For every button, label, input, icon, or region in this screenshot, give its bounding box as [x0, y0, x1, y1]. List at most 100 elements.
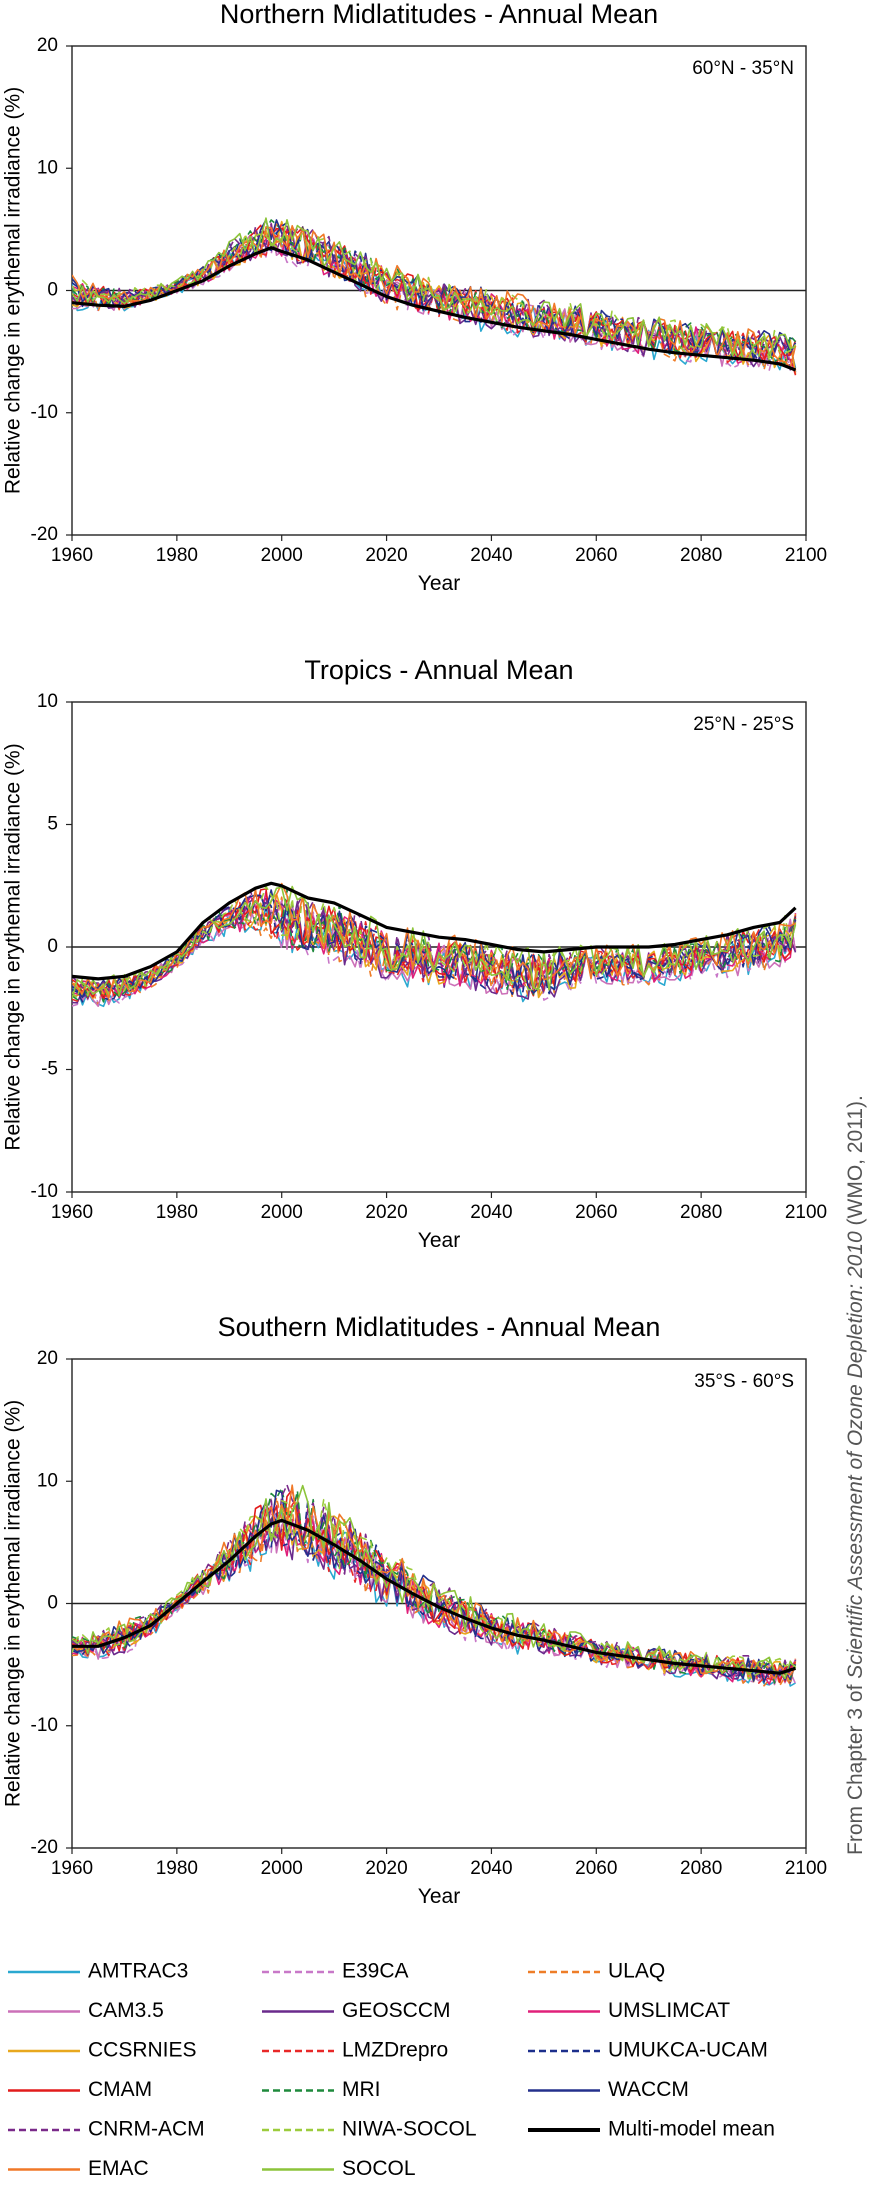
legend-item: WACCM: [528, 2078, 689, 2101]
legend-label: Multi-model mean: [608, 2118, 775, 2141]
x-tick-label: 2000: [261, 1202, 303, 1223]
x-tick-label: 2060: [575, 1858, 617, 1879]
source-credit: From Chapter 3 of Scientific Assessment …: [844, 1095, 867, 1855]
region-label: 35°S - 60°S: [694, 1371, 794, 1392]
series-line-niwa-socol: [72, 1498, 796, 1680]
y-tick-label: -20: [31, 1837, 58, 1858]
legend-label: CAM3.5: [88, 1999, 164, 2022]
legend-label: LMZDrepro: [342, 2039, 448, 2062]
legend-item: MRI: [262, 2078, 381, 2101]
legend-item: CAM3.5: [8, 1999, 164, 2022]
legend-item: UMUKCA-UCAM: [528, 2039, 768, 2062]
x-tick-label: 2100: [785, 1202, 827, 1223]
y-tick-label: -10: [31, 1715, 58, 1736]
series-line-socol: [72, 217, 796, 361]
series-line-multi-model-mean: [71, 246, 797, 372]
panel-title: Northern Midlatitudes - Annual Mean: [220, 0, 658, 29]
model-lines: [72, 882, 797, 1008]
series-line-niwa-socol: [72, 228, 797, 363]
model-lines: [72, 1484, 797, 1687]
legend-item: CNRM-ACM: [8, 2118, 205, 2141]
panel-title: Southern Midlatitudes - Annual Mean: [218, 1312, 661, 1342]
series-line-umukca-ucam: [72, 1499, 797, 1681]
x-tick-label: 2020: [365, 1858, 407, 1879]
x-tick-label: 2040: [470, 1858, 512, 1879]
y-axis-label: Relative change in erythemal irradiance …: [2, 743, 25, 1150]
legend-label: GEOSCCM: [342, 1999, 451, 2022]
y-tick-label: 5: [47, 814, 58, 835]
legend-item: EMAC: [8, 2157, 149, 2180]
x-tick-label: 2060: [575, 1202, 617, 1223]
x-tick-label: 2100: [785, 1858, 827, 1879]
legend-label: NIWA-SOCOL: [342, 2118, 477, 2141]
panel-2: Tropics - Annual Mean 1960 1980 2000 2020 204…: [2, 655, 828, 1252]
x-tick-label: 2080: [680, 1202, 722, 1223]
y-tick-label: 10: [37, 1470, 58, 1491]
y-axis-label: Relative change in erythemal irradiance …: [2, 1400, 25, 1807]
panel-1: Northern Midlatitudes - Annual Mean 1960 1…: [2, 0, 828, 595]
x-tick-label: 2040: [470, 545, 512, 566]
x-tick-label: 2000: [261, 545, 303, 566]
x-axis-label: Year: [418, 1229, 460, 1252]
legend-label: UMSLIMCAT: [608, 1999, 730, 2022]
series-line-multi-model-mean: [72, 1518, 796, 1675]
x-tick-label: 1960: [51, 1858, 93, 1879]
legend-item: ULAQ: [528, 1960, 665, 1983]
y-tick-label: 10: [37, 691, 58, 712]
series-line-geosccm: [72, 1503, 797, 1684]
legend-label: UMUKCA-UCAM: [608, 2039, 768, 2062]
y-tick-label: 0: [47, 1593, 58, 1614]
y-tick-label: 0: [47, 936, 58, 957]
y-axis-label: Relative change in erythemal irradiance …: [2, 87, 25, 494]
legend-label: CNRM-ACM: [88, 2118, 205, 2141]
y-tick-label: 10: [37, 157, 58, 178]
panel-title: Tropics - Annual Mean: [304, 655, 573, 685]
y-tick-label: 0: [47, 280, 58, 301]
x-tick-label: 2080: [680, 1858, 722, 1879]
x-tick-label: 2040: [470, 1202, 512, 1223]
series-line-socol: [72, 885, 797, 1000]
legend-item: E39CA: [262, 1960, 409, 1983]
legend-item: CMAM: [8, 2078, 152, 2101]
x-tick-label: 1980: [156, 545, 198, 566]
x-tick-label: 2080: [680, 545, 722, 566]
x-tick-label: 2100: [785, 545, 827, 566]
legend-label: WACCM: [608, 2078, 689, 2101]
legend-label: EMAC: [88, 2157, 149, 2180]
legend-label: ULAQ: [608, 1960, 665, 1983]
legend-label: AMTRAC3: [88, 1960, 188, 1983]
legend-item: NIWA-SOCOL: [262, 2118, 477, 2141]
x-tick-label: 1980: [156, 1202, 198, 1223]
y-tick-label: 20: [37, 1348, 58, 1369]
y-tick-label: 20: [37, 35, 58, 56]
legend: AMTRAC3 E39CA ULAQ CAM3.5 GEOSCCM UMSLIMCAT CC…: [8, 1960, 775, 2180]
legend-item: SOCOL: [262, 2157, 416, 2180]
x-tick-label: 2000: [261, 1858, 303, 1879]
x-tick-label: 1960: [51, 1202, 93, 1223]
legend-item: AMTRAC3: [8, 1960, 188, 1983]
legend-label: CCSRNIES: [88, 2039, 197, 2062]
series-line-lmzdrepro: [72, 1496, 797, 1684]
legend-item: GEOSCCM: [262, 1999, 451, 2022]
legend-item: CCSRNIES: [8, 2039, 197, 2062]
legend-item: LMZDrepro: [262, 2039, 448, 2062]
legend-item: Multi-model mean: [528, 2118, 775, 2141]
x-tick-label: 2020: [365, 545, 407, 566]
y-tick-label: -20: [31, 524, 58, 545]
x-tick-label: 1960: [51, 545, 93, 566]
model-lines: [72, 217, 797, 376]
x-tick-label: 1980: [156, 1858, 198, 1879]
y-tick-label: -10: [31, 1181, 58, 1202]
region-label: 60°N - 35°N: [692, 58, 794, 79]
legend-label: MRI: [342, 2078, 381, 2101]
legend-label: E39CA: [342, 1960, 409, 1983]
legend-item: UMSLIMCAT: [528, 1999, 730, 2022]
region-label: 25°N - 25°S: [693, 714, 794, 735]
series-line-multi-model-mean: [71, 881, 797, 981]
legend-label: CMAM: [88, 2078, 152, 2101]
y-tick-label: -10: [31, 402, 58, 423]
y-tick-label: -5: [41, 1059, 58, 1080]
series-line-socol: [72, 1484, 797, 1680]
x-tick-label: 2060: [575, 545, 617, 566]
